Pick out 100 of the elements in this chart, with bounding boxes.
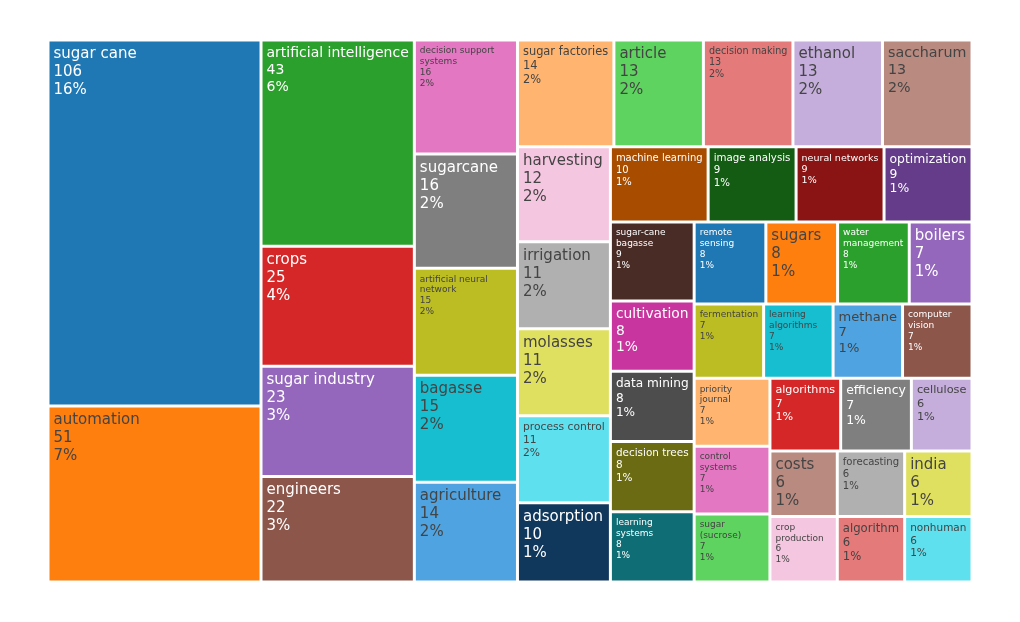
data-label: 7 1% (838, 324, 860, 355)
category-label: cultivation (615, 305, 689, 322)
category-label: water management (843, 227, 904, 249)
data-label: 7 1% (769, 331, 784, 352)
category-label: sugar industry (266, 370, 376, 389)
data-label: 11 2% (522, 263, 547, 300)
data-label: 8 1% (771, 243, 796, 280)
data-label: 7 1% (908, 331, 923, 352)
category-label: efficiency (846, 382, 906, 398)
category-label: molasses (522, 332, 593, 351)
category-label: process control (522, 420, 605, 434)
category-label: bagasse (419, 379, 483, 398)
category-label: engineers (266, 480, 342, 499)
data-label: 13 2% (708, 56, 725, 79)
category-label: learning algorithms (769, 309, 818, 331)
data-label: 6 1% (775, 543, 791, 565)
data-label: 12 2% (522, 168, 547, 205)
category-label: data mining (615, 375, 689, 390)
data-label: 9 1% (713, 163, 731, 188)
category-label: ethanol (798, 43, 856, 62)
category-label: cellulose (916, 382, 967, 397)
data-label: 13 2% (798, 61, 823, 98)
category-label: boilers (914, 225, 966, 244)
category-label: sugar-cane bagasse (615, 227, 667, 249)
data-label: 10 1% (615, 163, 632, 187)
category-label: nonhuman (910, 520, 967, 533)
data-label: 6 1% (842, 468, 860, 492)
data-label: 6 1% (842, 534, 862, 563)
data-label: 15 2% (419, 295, 435, 316)
category-label: artificial neural network (419, 273, 488, 295)
category-label: machine learning (615, 151, 703, 163)
data-label: 8 1% (615, 458, 633, 483)
category-label: computer vision (908, 309, 952, 331)
data-label: 13 2% (619, 61, 644, 98)
data-label: 9 1% (801, 162, 817, 186)
category-label: india (910, 454, 947, 473)
data-label: 11 2% (522, 350, 547, 387)
data-label: 9 1% (889, 166, 910, 196)
category-label: automation (53, 409, 140, 428)
data-label: 15 2% (419, 397, 444, 434)
data-label: 8 1% (615, 321, 638, 355)
data-label: 51 7% (53, 427, 78, 464)
category-label: priority journal (698, 383, 733, 405)
data-label: 8 1% (615, 390, 636, 420)
category-label: decision support systems (419, 45, 495, 67)
data-label: 6 1% (775, 472, 800, 509)
category-label: saccharum (887, 44, 967, 61)
data-label: 7 1% (846, 397, 867, 428)
data-label: 13 2% (887, 61, 911, 95)
category-label: algorithms (775, 383, 836, 397)
data-label: 7 1% (914, 243, 939, 280)
data-label: 6 1% (916, 395, 936, 424)
data-label: 106 16% (53, 61, 87, 98)
data-label: 14 2% (522, 57, 542, 86)
data-label: 8 1% (699, 248, 715, 270)
category-label: sugars (771, 225, 822, 244)
category-label: learning systems (615, 517, 654, 538)
data-label: 7 1% (699, 473, 715, 494)
category-label: article (619, 43, 667, 62)
category-label: crops (266, 250, 308, 269)
data-label: 16 2% (419, 66, 435, 88)
data-label: 14 2% (419, 504, 444, 541)
data-label: 16 2% (419, 176, 444, 212)
category-label: methane (838, 308, 897, 324)
category-label: image analysis (713, 151, 791, 164)
category-label: optimization (889, 151, 967, 166)
data-label: 11 2% (522, 433, 540, 460)
category-label: adsorption (522, 506, 604, 525)
data-label: 23 3% (266, 388, 291, 425)
data-label: 22 3% (266, 498, 291, 535)
category-label: artificial intelligence (266, 44, 409, 61)
data-label: 7 1% (699, 405, 715, 426)
data-label: 10 1% (522, 524, 547, 561)
category-label: agriculture (419, 486, 502, 505)
category-label: fermentation (699, 309, 759, 320)
data-label: 25 4% (266, 268, 291, 305)
category-label: sugar factories (522, 44, 609, 59)
category-label: decision trees (615, 445, 689, 458)
data-label: 43 6% (266, 60, 289, 94)
category-label: decision making (708, 44, 788, 56)
category-label: forecasting (842, 456, 900, 468)
data-label: 7 1% (699, 320, 715, 342)
category-label: sugar cane (53, 43, 137, 62)
data-label: 6 1% (910, 533, 927, 559)
data-label: 7 1% (699, 541, 715, 562)
category-label: sugarcane (419, 158, 498, 176)
category-label: control systems (699, 451, 738, 473)
data-label: 9 1% (615, 248, 631, 270)
category-label: harvesting (522, 150, 603, 169)
category-label: crop production (775, 521, 824, 543)
data-label: 7 1% (775, 396, 794, 423)
category-label: remote sensing (699, 227, 735, 249)
data-label: 6 1% (910, 472, 934, 509)
category-label: neural networks (801, 151, 879, 163)
category-label: costs (775, 454, 815, 473)
category-label: algorithm (842, 520, 900, 535)
data-label: 8 1% (843, 248, 858, 270)
category-label: irrigation (522, 245, 591, 264)
data-label: 8 1% (615, 538, 631, 560)
category-label: sugar (sucrose) (699, 519, 742, 541)
